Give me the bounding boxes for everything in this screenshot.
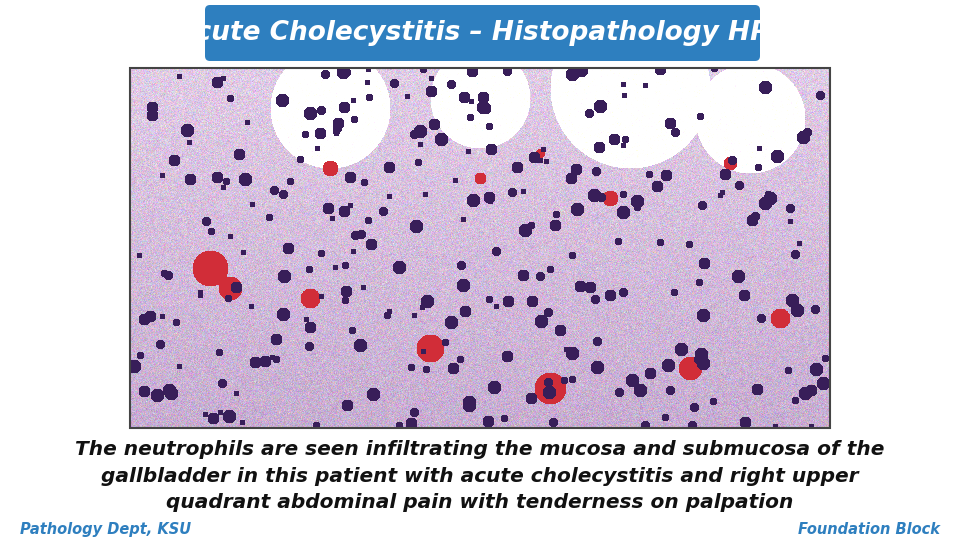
- Text: Foundation Block: Foundation Block: [798, 522, 940, 537]
- FancyBboxPatch shape: [205, 5, 760, 61]
- Text: Pathology Dept, KSU: Pathology Dept, KSU: [20, 522, 191, 537]
- Text: The neutrophils are seen infiltrating the mucosa and submucosa of the
gallbladde: The neutrophils are seen infiltrating th…: [75, 440, 885, 512]
- Text: Acute Cholecystitis – Histopathology HPF: Acute Cholecystitis – Histopathology HPF: [177, 20, 788, 46]
